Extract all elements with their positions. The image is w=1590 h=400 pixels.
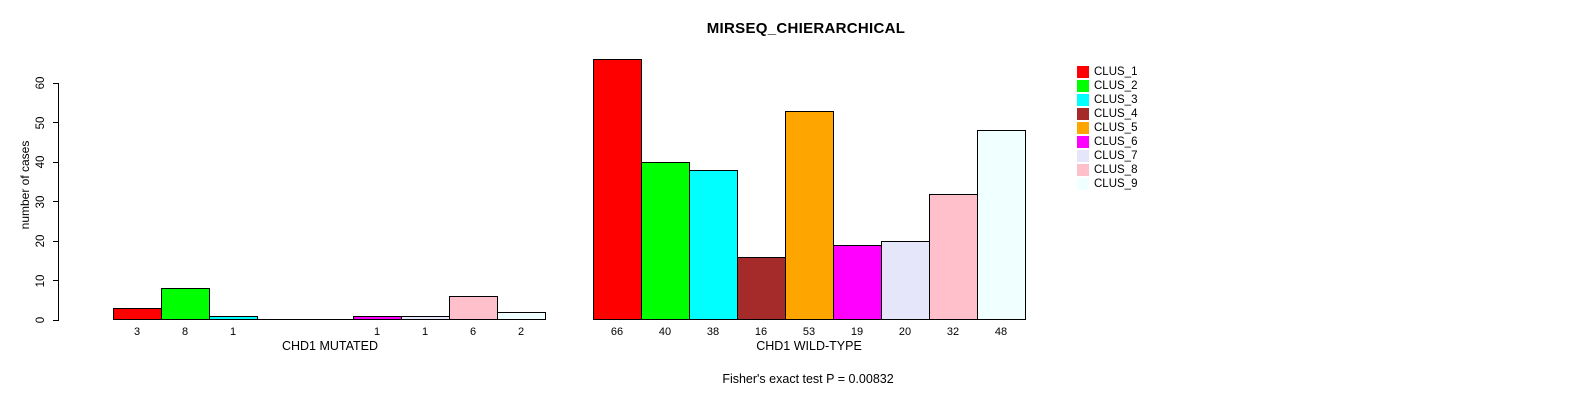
legend-label: CLUS_5 [1094,122,1138,134]
legend-swatch [1077,94,1089,106]
bar-clus_4 [737,257,786,320]
legend-item: CLUS_2 [1077,79,1137,93]
legend-label: CLUS_6 [1094,136,1138,148]
y-axis-tick [53,82,58,84]
y-axis-tick [53,122,58,123]
legend-swatch [1077,80,1089,92]
legend-item: CLUS_4 [1077,107,1137,121]
x-axis-label-mutated: CHD1 MUTATED [281,339,379,353]
legend-item: CLUS_5 [1077,121,1137,135]
bar-clus_7 [881,241,930,320]
bar-value-label: 8 [181,326,189,338]
x-axis-label-wildtype: CHD1 WILD-TYPE [756,339,862,353]
bar-value-label: 16 [754,326,768,338]
y-axis-tick [53,319,58,321]
bar-value-label: 3 [133,326,141,338]
bar-value-label: 66 [610,326,624,338]
legend-label: CLUS_2 [1094,80,1138,92]
legend-label: CLUS_4 [1094,108,1138,120]
legend-item: CLUS_3 [1077,93,1137,107]
bar-value-label: 19 [850,326,864,338]
bar-clus_9 [977,130,1026,320]
legend-label: CLUS_8 [1094,164,1138,176]
bar-clus_1 [593,59,642,320]
legend-swatch [1077,150,1089,162]
y-axis-tick-label: 10 [35,274,47,287]
bar-clus_2 [641,162,690,320]
y-axis-tick-label: 20 [35,234,47,248]
bar-clus_6 [353,316,402,320]
y-axis-tick-label: 40 [35,155,47,169]
bar-clus_4 [257,319,306,320]
bar-clus_1 [113,308,162,320]
legend-swatch [1077,108,1089,120]
bar-clus_6 [833,245,882,320]
bar-value-label: 1 [229,326,237,338]
bar-value-label: 40 [658,326,672,338]
bar-clus_5 [785,111,834,320]
bar-clus_3 [209,316,258,320]
legend-label: CLUS_1 [1094,66,1138,78]
bar-value-label: 2 [517,326,525,338]
bar-value-label: 1 [373,326,381,338]
y-axis-tick [53,201,58,202]
bar-clus_2 [161,288,210,320]
y-axis-title: number of cases [18,140,32,230]
legend: CLUS_1 CLUS_2 CLUS_3 CLUS_4 CLUS_5 CLUS_6 CLUS… [1077,65,1137,191]
legend-swatch [1077,66,1089,78]
bar-clus_9 [497,312,546,320]
y-axis-tick-label: 0 [35,316,47,324]
y-axis-line [58,83,59,321]
bar-value-label: 6 [469,326,477,338]
legend-item: CLUS_9 [1077,177,1137,191]
legend-label: CLUS_9 [1094,178,1138,190]
bar-value-label: 1 [421,326,429,338]
legend-label: CLUS_3 [1094,94,1138,106]
y-axis-tick [53,161,58,163]
bar-value-label: 20 [898,326,912,338]
legend-swatch [1077,136,1089,148]
bar-clus_3 [689,170,738,320]
legend-swatch [1077,122,1089,134]
y-axis-tick-label: 30 [35,195,47,208]
bar-clus_7 [401,316,450,320]
bar-value-label: 38 [706,326,720,338]
bar-clus_5 [305,319,354,320]
y-axis-tick-label: 60 [35,76,47,90]
y-axis-tick-label: 50 [35,116,47,129]
legend-label: CLUS_7 [1094,150,1138,162]
chart-title: MIRSEQ_CHIERARCHICAL [706,20,906,37]
bar-value-label: 53 [802,326,816,338]
y-axis-tick [53,280,58,281]
y-axis-tick [53,240,58,242]
bar-clus_8 [929,194,978,320]
bar-value-label: 48 [994,326,1008,338]
legend-swatch [1077,164,1089,176]
fisher-test-annotation: Fisher's exact test P = 0.00832 [722,372,894,386]
bar-value-label: 32 [946,326,960,338]
legend-item: CLUS_8 [1077,163,1137,177]
legend-item: CLUS_6 [1077,135,1137,149]
legend-item: CLUS_1 [1077,65,1137,79]
legend-item: CLUS_7 [1077,149,1137,163]
bar-clus_8 [449,296,498,320]
legend-swatch [1077,178,1089,190]
